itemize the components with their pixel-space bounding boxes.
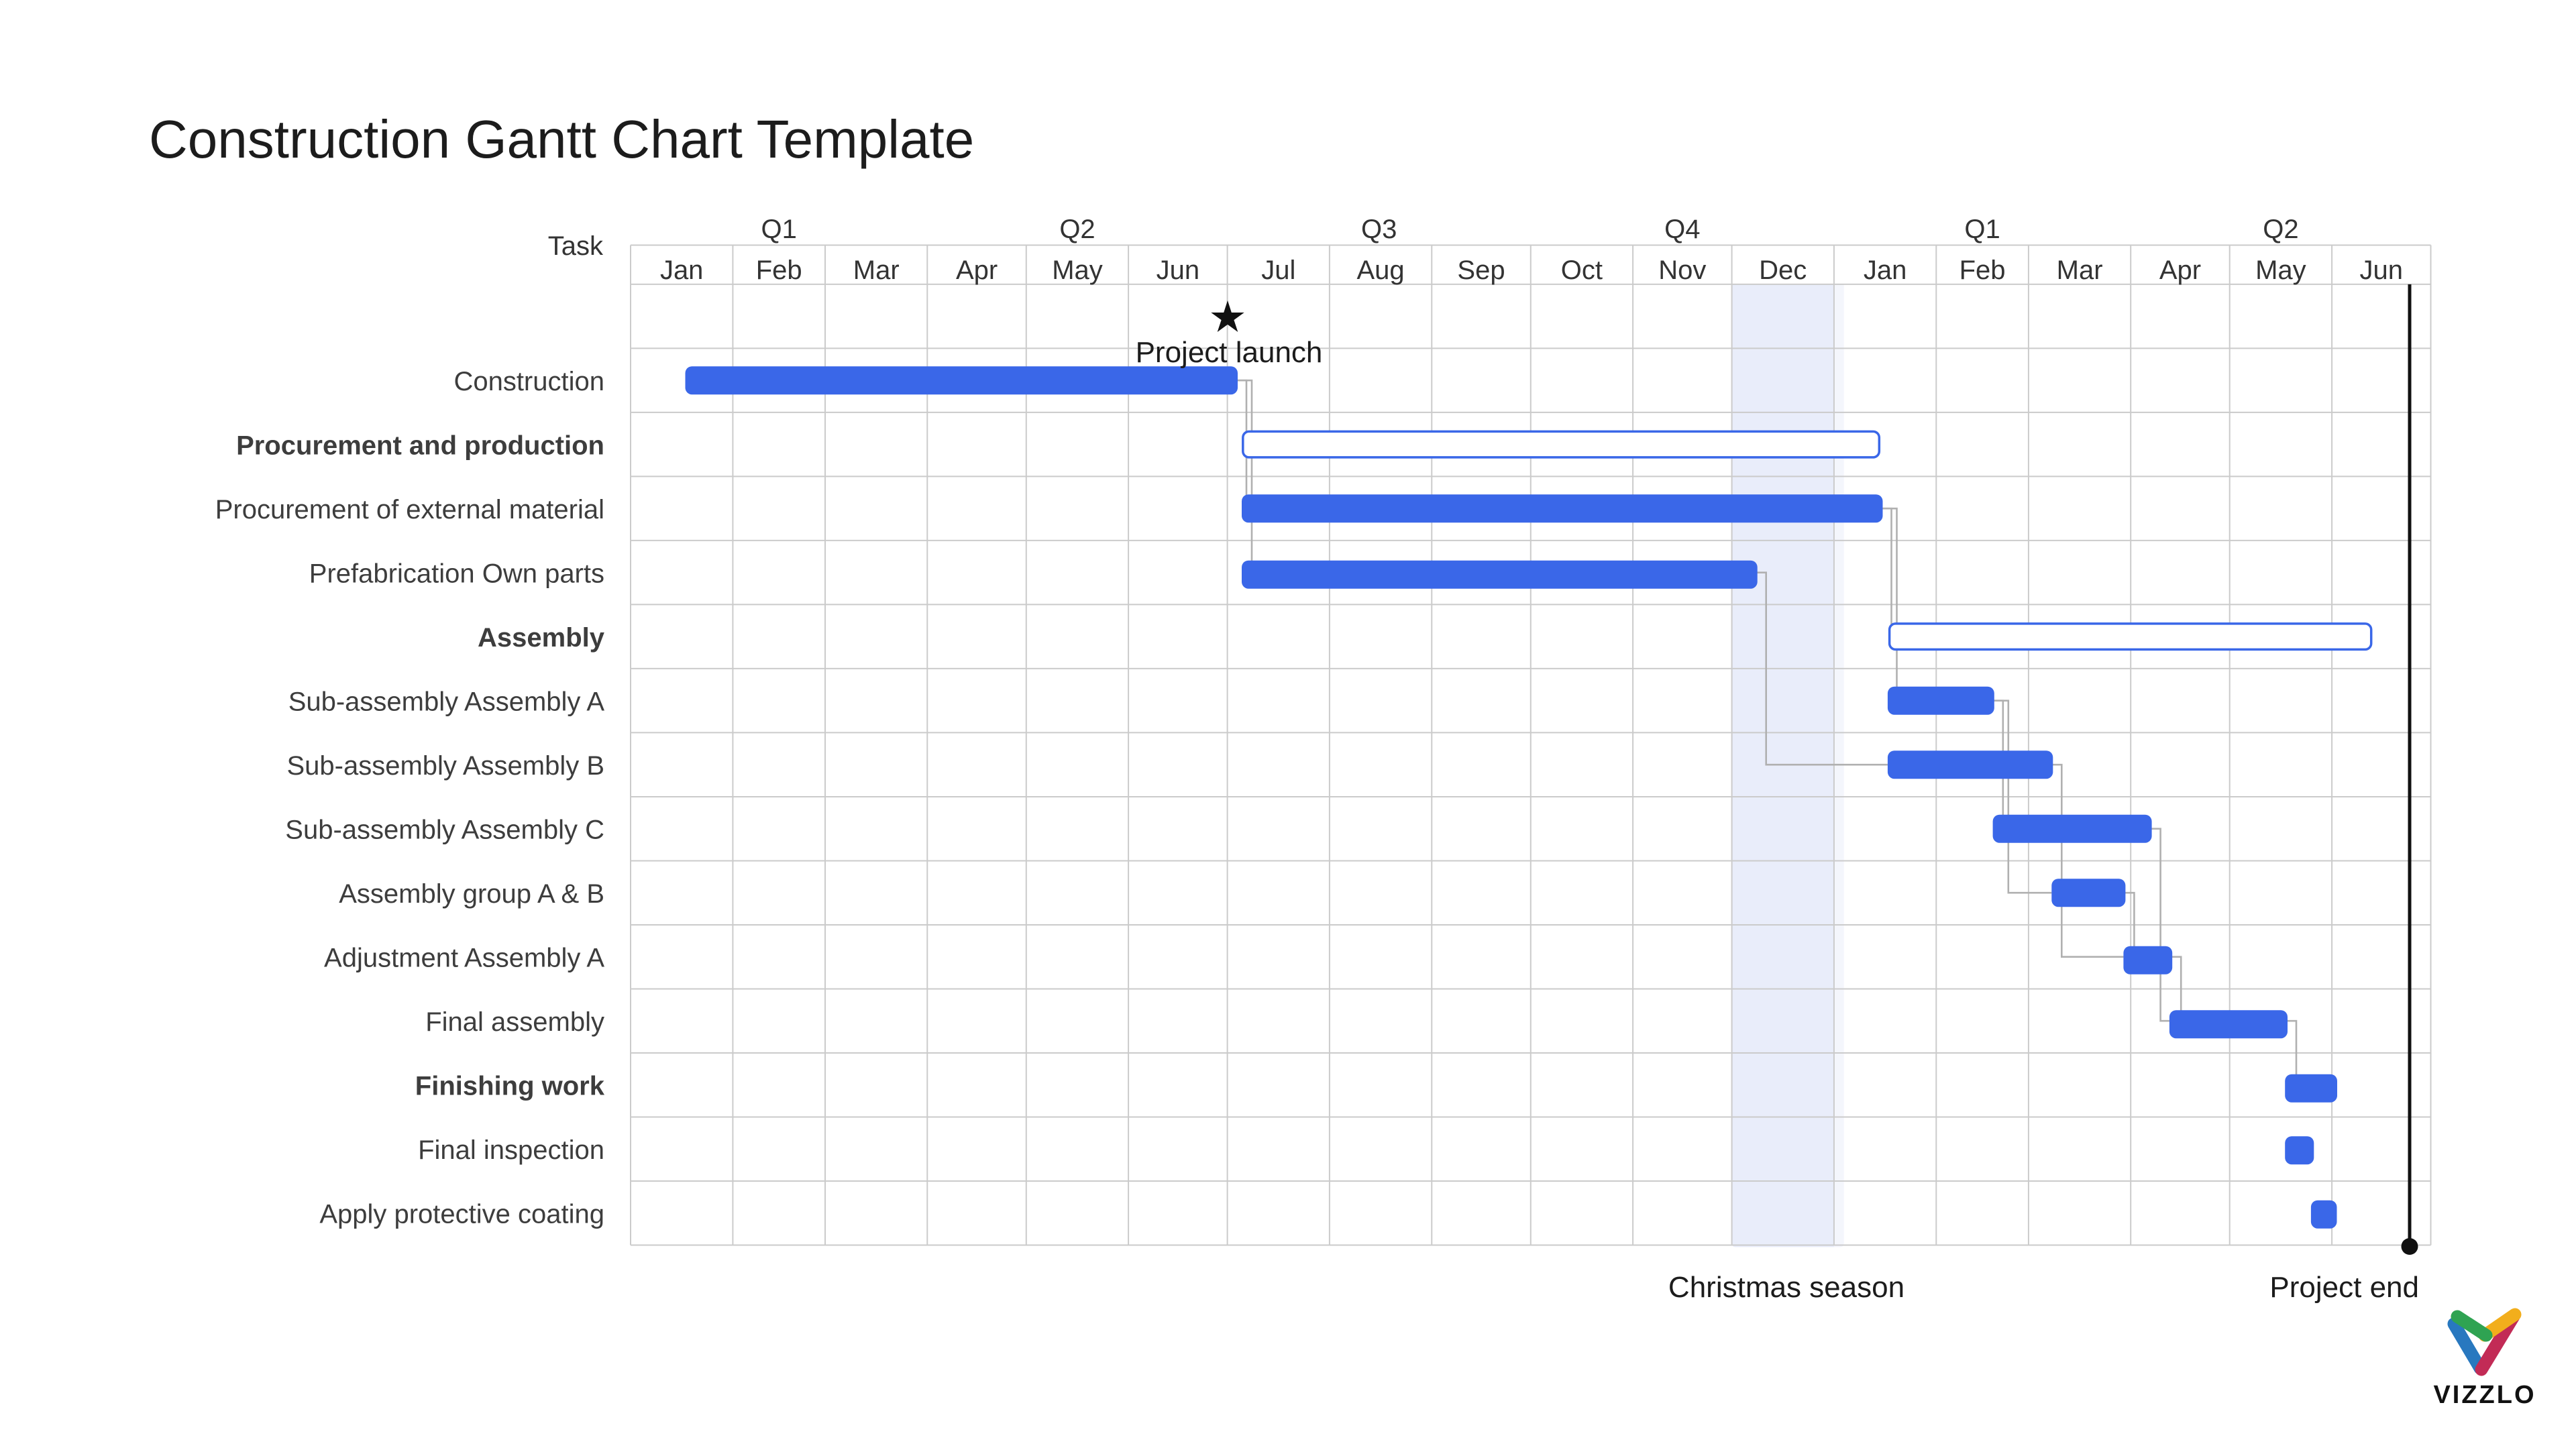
svg-text:Task: Task (548, 231, 604, 261)
svg-text:Jun: Jun (2360, 256, 2404, 285)
svg-text:Feb: Feb (756, 256, 802, 285)
svg-text:Sub-assembly Assembly C: Sub-assembly Assembly C (285, 816, 604, 845)
svg-text:Apr: Apr (956, 256, 998, 285)
svg-text:Q4: Q4 (1664, 215, 1700, 244)
svg-text:Project launch: Project launch (1136, 336, 1323, 369)
svg-text:Q2: Q2 (1059, 215, 1095, 244)
svg-text:Apply protective coating: Apply protective coating (319, 1200, 604, 1229)
svg-text:Jun: Jun (1157, 256, 1200, 285)
svg-text:Assembly: Assembly (478, 623, 605, 653)
svg-text:Sep: Sep (1457, 256, 1505, 285)
svg-text:Jan: Jan (660, 256, 704, 285)
svg-text:Mar: Mar (2057, 256, 2103, 285)
svg-text:Finishing work: Finishing work (415, 1072, 605, 1101)
svg-text:Oct: Oct (1561, 256, 1603, 285)
svg-text:Final inspection: Final inspection (418, 1135, 604, 1165)
svg-text:May: May (2255, 256, 2306, 285)
svg-text:Construction: Construction (453, 367, 604, 396)
svg-text:Jul: Jul (1261, 256, 1295, 285)
svg-text:Prefabrication Own parts: Prefabrication Own parts (309, 559, 604, 589)
svg-text:Aug: Aug (1357, 256, 1405, 285)
svg-text:Q1: Q1 (761, 215, 797, 244)
svg-text:Construction Gantt Chart Templ: Construction Gantt Chart Template (149, 109, 974, 169)
svg-text:May: May (1052, 256, 1103, 285)
svg-text:Q2: Q2 (2263, 215, 2298, 244)
svg-text:Sub-assembly Assembly B: Sub-assembly Assembly B (286, 751, 604, 781)
svg-text:Feb: Feb (1960, 256, 2006, 285)
svg-text:Sub-assembly Assembly A: Sub-assembly Assembly A (288, 687, 605, 717)
svg-text:Mar: Mar (853, 256, 900, 285)
svg-text:Dec: Dec (1759, 256, 1807, 285)
svg-text:Procurement and production: Procurement and production (236, 431, 604, 461)
svg-text:Assembly group A & B: Assembly group A & B (339, 879, 604, 909)
svg-text:Q1: Q1 (1964, 215, 2000, 244)
svg-text:Jan: Jan (1864, 256, 1907, 285)
svg-text:Adjustment Assembly A: Adjustment Assembly A (324, 944, 604, 973)
svg-text:Final assembly: Final assembly (425, 1007, 604, 1037)
svg-text:Apr: Apr (2159, 256, 2201, 285)
svg-text:Q3: Q3 (1361, 215, 1397, 244)
svg-text:Project end: Project end (2269, 1271, 2419, 1304)
svg-text:Procurement of external materi: Procurement of external material (215, 495, 604, 524)
svg-text:VIZZLO: VIZZLO (2433, 1381, 2536, 1409)
svg-text:Nov: Nov (1658, 256, 1706, 285)
svg-text:Christmas season: Christmas season (1668, 1271, 1904, 1304)
